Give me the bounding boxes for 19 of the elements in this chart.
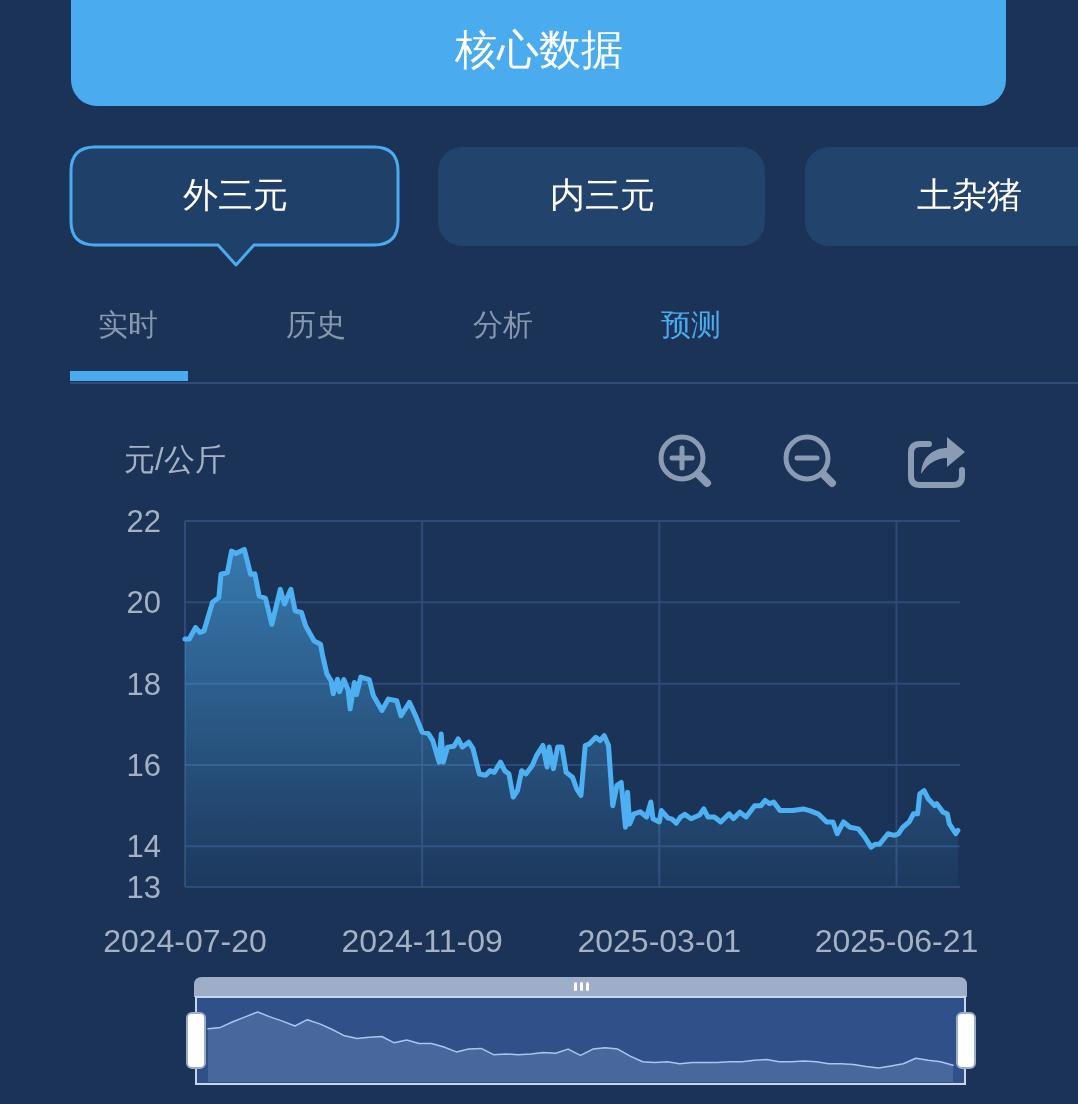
text: 分析 [473, 308, 533, 341]
text: 实时 [98, 308, 158, 341]
text: 土杂猪 [916, 175, 1022, 214]
text: 内三元 [549, 175, 655, 214]
text: 外三元 [182, 175, 288, 214]
y-tick-label: 13 [126, 870, 161, 905]
text: 预测 [660, 308, 721, 341]
x-tick-label: 2024-07-20 [103, 923, 267, 959]
text: 历史 [285, 308, 346, 341]
y-tick-label: 16 [126, 748, 161, 783]
y-tick-label: 14 [126, 829, 161, 865]
x-tick-label: 2025-03-01 [577, 923, 742, 959]
y-tick-label: 18 [126, 666, 161, 702]
y-tick-label: 22 [126, 504, 161, 539]
x-tick-label: 2024-11-09 [341, 923, 503, 959]
x-tick-label: 2025-06-21 [814, 923, 979, 959]
y-tick-label: 20 [126, 585, 161, 621]
y-axis-title: 元/公斤 [124, 442, 226, 477]
chart-title: 核心数据 [454, 26, 623, 73]
